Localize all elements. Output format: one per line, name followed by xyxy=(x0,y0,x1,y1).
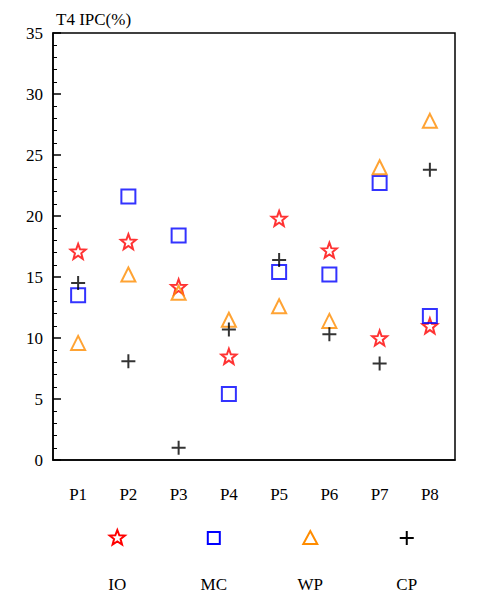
svg-text:10: 10 xyxy=(26,329,43,348)
svg-text:CP: CP xyxy=(396,575,417,594)
svg-text:20: 20 xyxy=(26,207,43,226)
svg-text:P6: P6 xyxy=(320,485,338,504)
svg-text:T4 IPC(%): T4 IPC(%) xyxy=(56,10,131,29)
svg-text:35: 35 xyxy=(26,24,43,43)
svg-text:0: 0 xyxy=(35,451,44,470)
svg-text:P3: P3 xyxy=(170,485,188,504)
svg-text:P5: P5 xyxy=(270,485,288,504)
svg-text:P2: P2 xyxy=(119,485,137,504)
svg-text:25: 25 xyxy=(26,146,43,165)
svg-text:15: 15 xyxy=(26,268,43,287)
svg-text:5: 5 xyxy=(35,390,44,409)
svg-text:WP: WP xyxy=(298,575,324,594)
svg-text:P8: P8 xyxy=(421,485,439,504)
svg-text:P7: P7 xyxy=(371,485,389,504)
svg-text:30: 30 xyxy=(26,85,43,104)
svg-text:IO: IO xyxy=(108,575,126,594)
svg-text:P4: P4 xyxy=(220,485,238,504)
svg-text:P1: P1 xyxy=(69,485,87,504)
svg-text:MC: MC xyxy=(201,575,227,594)
